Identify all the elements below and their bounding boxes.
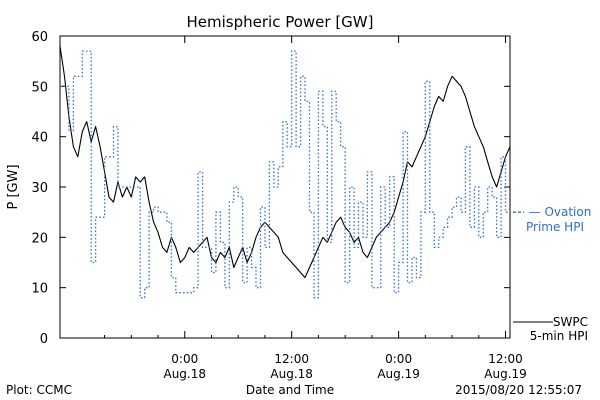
x-axis: 0:00Aug.1812:00Aug.180:00Aug.1912:00Aug.… [104, 36, 527, 381]
chart-title: Hemispheric Power [GW] [187, 13, 374, 31]
y-tick-label: 40 [31, 131, 48, 146]
x-tick-label-time: 0:00 [385, 352, 412, 366]
y-tick-label: 10 [31, 282, 48, 297]
footer-timestamp: 2015/08/20 12:55:07 [455, 383, 582, 397]
plot-area [59, 35, 511, 339]
legend-swpc-label-2: 5-min HPI [530, 329, 588, 343]
x-tick-label-date: Aug.18 [270, 367, 313, 381]
y-tick-label: 50 [31, 80, 48, 95]
y-tick-label: 20 [31, 231, 48, 246]
y-tick-label: 0 [40, 332, 48, 347]
x-tick-label-time: 12:00 [274, 352, 309, 366]
x-tick-label-date: Aug.19 [484, 367, 527, 381]
y-tick-label: 60 [31, 30, 48, 45]
series-layer [59, 46, 511, 299]
footer-plot-source: Plot: CCMC [6, 383, 72, 397]
y-axis: 0 10 20 30 40 50 60 [31, 30, 510, 347]
x-tick-label-time: 12:00 [488, 352, 523, 366]
series-ovation-prime-hpi [60, 50, 510, 299]
series-swpc-hpi [59, 46, 511, 279]
x-tick-label-date: Aug.19 [377, 367, 420, 381]
y-tick-label: 30 [31, 181, 48, 196]
legend-ovation-label-2: Prime HPI [526, 220, 584, 234]
x-tick-label-date: Aug.18 [163, 367, 206, 381]
y-axis-label: P [GW] [6, 164, 21, 209]
x-axis-label: Date and Time [246, 383, 334, 397]
x-tick-label-time: 0:00 [171, 352, 198, 366]
legend-ovation-label-1: — Ovation [529, 205, 592, 219]
legend-swpc-label-1: SWPC [553, 315, 588, 329]
